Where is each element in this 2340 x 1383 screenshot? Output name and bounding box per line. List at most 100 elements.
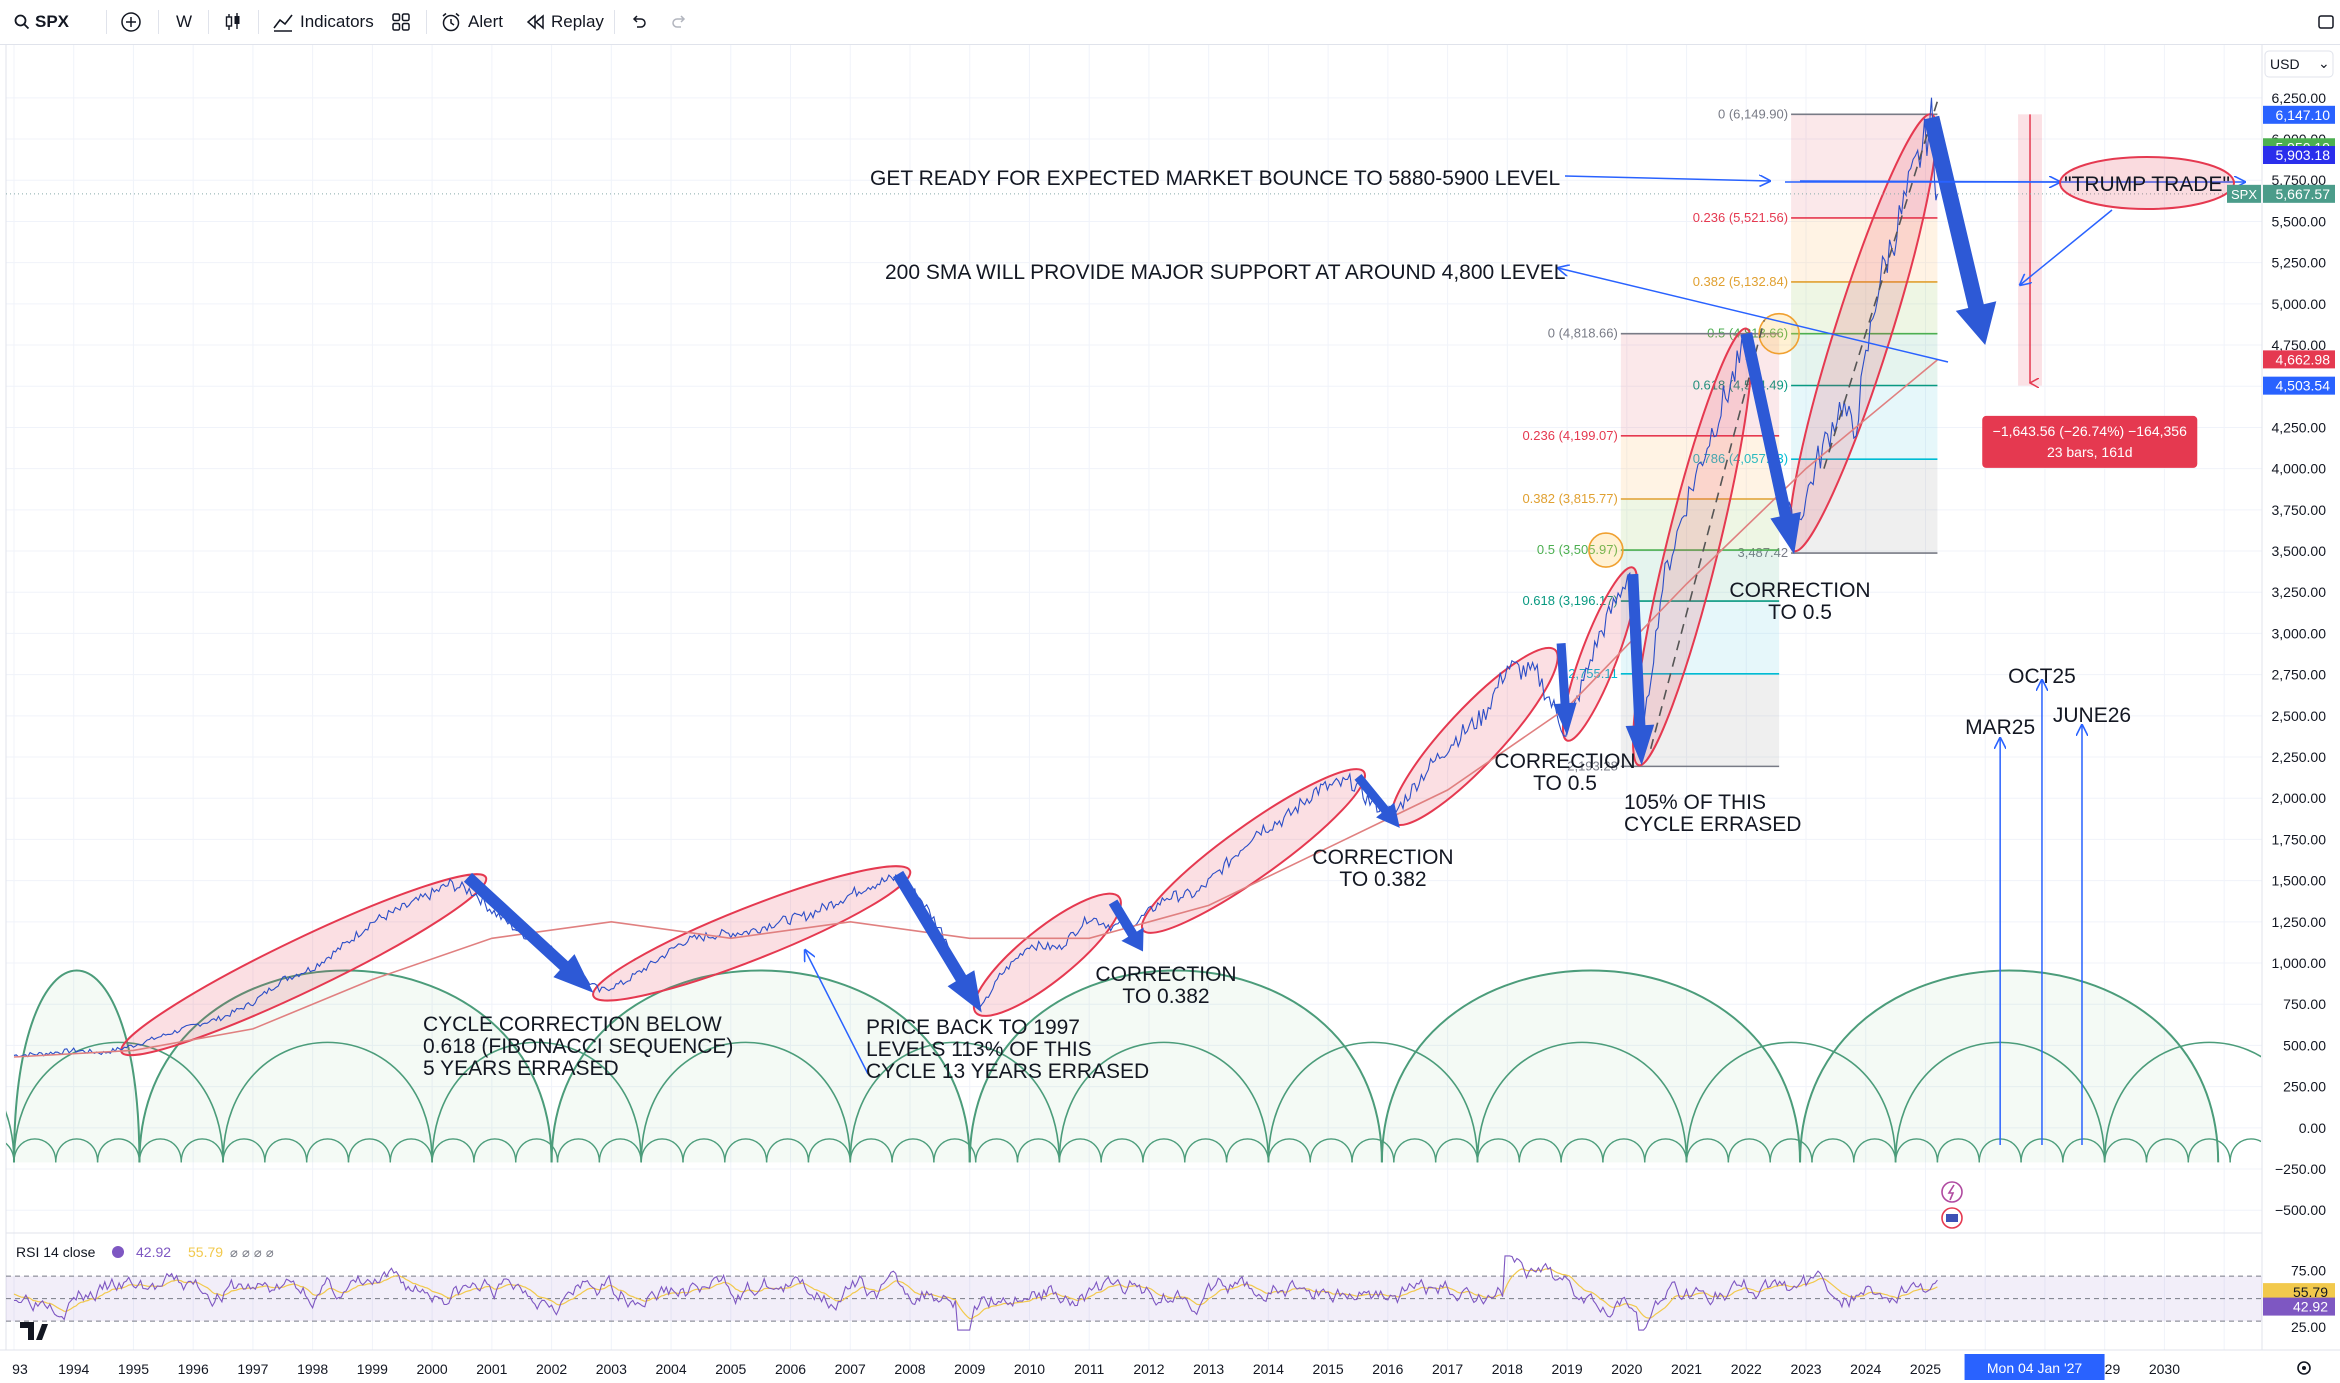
time-tick-label: 2023 — [1790, 1361, 1821, 1377]
channel-ellipse — [1562, 566, 1638, 742]
cycle-arc-small — [2187, 1138, 2231, 1163]
add-symbol-icon — [121, 12, 141, 32]
cycle-arc-small — [1811, 1138, 1855, 1163]
chevron-down-icon: ⌄ — [2318, 55, 2330, 71]
alert-button[interactable]: Alert — [440, 0, 503, 44]
rsi-tick-label: 75.00 — [2291, 1263, 2326, 1279]
time-axis[interactable]: 93 1994 1995 1996 1997 1998 1999 2000 2001 2002 20… — [0, 1349, 2340, 1383]
rsi-title: RSI 14 close — [16, 1244, 96, 1260]
chart-canvas[interactable]: 0 (6,149.90) 0.236 (5,521.56) 0.382 (5,132… — [0, 45, 2340, 1383]
cycle-arc-medium — [1058, 1041, 1270, 1163]
cycle-arc-small — [1267, 1138, 1311, 1163]
cycle-arc-small — [933, 1138, 977, 1163]
cycle-arc-small — [138, 1138, 182, 1163]
fib-level-label: 0.382 (3,815.77) — [1522, 491, 1617, 506]
price-axis[interactable]: −500.00 −250.00 0.00 250.00 500.00 750.00 1,00… — [2227, 45, 2340, 1295]
cycle-arc-small — [2145, 1138, 2190, 1163]
fib-retracements: 0 (6,149.90) 0.236 (5,521.56) 0.382 (5,132… — [1522, 106, 1938, 773]
cycle-arc-small — [724, 1138, 768, 1163]
time-tick-label: 2019 — [1551, 1361, 1582, 1377]
price-tick-label: 2,000.00 — [2272, 790, 2327, 806]
projection-dashed-line — [1649, 320, 1765, 749]
annotation-correction-0382-b: TO 0.382 — [1339, 868, 1426, 891]
symbol-tag — [2227, 184, 2261, 203]
price-tag — [2263, 146, 2335, 165]
cycle-arc-medium — [431, 1041, 642, 1163]
annotations: GET READY FOR EXPECTED MARKET BOUNCE TO … — [423, 156, 2235, 1229]
fib-level-label: 0.618 (3,196.17) — [1522, 593, 1617, 608]
cycle-arc-small — [389, 1138, 433, 1163]
annotation-105-erased: 105% OF THIS — [1624, 791, 1766, 814]
cycle-arc-small — [1685, 1138, 1730, 1163]
projection-dashed-line — [1823, 100, 1939, 469]
correction-arrow — [1354, 774, 1400, 828]
interval-button[interactable]: W — [176, 0, 192, 44]
annotation-price-back: LEVELS 113% OF THIS — [866, 1038, 1092, 1061]
annotation-oct25: OCT25 — [2008, 665, 2076, 688]
fullscreen-icon — [2318, 15, 2334, 29]
rsi-value-tag-label: 55.79 — [2293, 1284, 2328, 1300]
time-axis-bg — [0, 1350, 2340, 1383]
indicators-button[interactable]: Indicators — [272, 0, 374, 44]
time-tick-label: 2021 — [1671, 1361, 1702, 1377]
time-tick-label: 2002 — [536, 1361, 567, 1377]
cycle-arc-small — [807, 1138, 851, 1163]
gear-icon-center — [2302, 1366, 2306, 1370]
rsi-ma-value: 55.79 — [188, 1244, 223, 1260]
cycle-fill — [1381, 970, 1801, 1163]
time-tick-label: 2008 — [894, 1361, 925, 1377]
cycle-arc-small — [1058, 1138, 1102, 1163]
channel-ellipse — [120, 873, 488, 1057]
fullscreen-button[interactable] — [2316, 0, 2336, 44]
fib-level-label: 0.382 (5,132.84) — [1693, 274, 1788, 289]
cycle-arc-small — [891, 1138, 935, 1163]
cycle-arc-medium — [1685, 1041, 1897, 1163]
us-flag-event-glyph — [1946, 1214, 1958, 1222]
top-toolbar: SPX W Indicators Alert Replay — [0, 0, 2340, 45]
measure-bars-label: 23 bars, 161d — [2047, 444, 2133, 460]
cycle-arc-small — [347, 1138, 392, 1163]
price-tick-label: 0.00 — [2299, 1120, 2326, 1136]
fib-level-label: 0.236 (5,521.56) — [1693, 210, 1788, 225]
alarm-clock-icon — [442, 12, 460, 32]
cycle-fill — [551, 970, 970, 1163]
fib-zone — [1791, 217, 1938, 282]
annotation-correction-05-a: CORRECTION — [1494, 750, 1635, 773]
price-tick-label: −250.00 — [2275, 1161, 2326, 1177]
price-tick-label: 3,750.00 — [2272, 502, 2327, 518]
cycle-arc-small — [2062, 1138, 2106, 1163]
correction-arrow — [1625, 573, 1655, 766]
correction-arrow — [892, 870, 982, 1013]
time-tick-label: 2009 — [954, 1361, 985, 1377]
fib-zone — [1791, 281, 1938, 334]
templates-button[interactable] — [390, 0, 412, 44]
annotation-june26: JUNE26 — [2053, 704, 2131, 727]
compare-button[interactable] — [120, 0, 142, 44]
price-tag-label: 5,667.57 — [2276, 186, 2331, 202]
rsi-value: 42.92 — [136, 1244, 171, 1260]
time-tick-label: 2020 — [1611, 1361, 1642, 1377]
annotation-cycle-correction: CYCLE CORRECTION BELOW — [423, 1013, 722, 1036]
undo-icon — [632, 15, 646, 28]
cycle-arc-small — [1309, 1138, 1353, 1163]
tradingview-logo — [20, 1322, 48, 1340]
cycle-arc-small — [1853, 1138, 1897, 1163]
cycle-arc-medium — [1476, 1041, 1688, 1163]
price-tag-label: 5,903.18 — [2276, 147, 2331, 163]
undo-button[interactable] — [628, 0, 648, 44]
annotation-105-erased: CYCLE ERRASED — [1624, 813, 1801, 836]
crosshair-time-label: Mon 04 Jan '27 — [1987, 1360, 2083, 1376]
price-tick-label: 1,000.00 — [2272, 955, 2327, 971]
cycle-arc-small — [1351, 1138, 1395, 1163]
price-tick-label: 500.00 — [2283, 1037, 2326, 1053]
symbol-search[interactable]: SPX — [14, 0, 69, 44]
time-tick-label: 2014 — [1253, 1361, 1284, 1377]
chart-type-button[interactable] — [222, 0, 244, 44]
channel-ellipse — [972, 892, 1122, 1017]
cycle-arc-small — [682, 1138, 726, 1163]
rsi-pane: RSI 14 close 42.92 55.79 ⌀ ⌀ ⌀ ⌀75.0025.005… — [6, 1232, 2340, 1346]
replay-button[interactable]: Replay — [526, 0, 604, 44]
annotation-correction-05-b: CORRECTION — [1729, 579, 1870, 602]
price-tick-label: 4,750.00 — [2272, 337, 2327, 353]
cycle-arc-small — [1644, 1138, 1688, 1163]
